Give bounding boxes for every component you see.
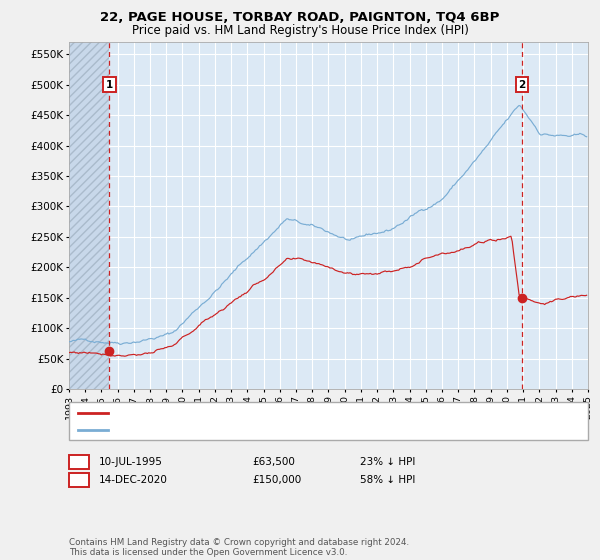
- Text: Contains HM Land Registry data © Crown copyright and database right 2024.
This d: Contains HM Land Registry data © Crown c…: [69, 538, 409, 557]
- Text: 2: 2: [76, 475, 83, 485]
- Text: 22, PAGE HOUSE, TORBAY ROAD, PAIGNTON, TQ4 6BP (detached house): 22, PAGE HOUSE, TORBAY ROAD, PAIGNTON, T…: [115, 408, 474, 418]
- Text: 23% ↓ HPI: 23% ↓ HPI: [360, 457, 415, 467]
- Text: 2: 2: [518, 80, 526, 90]
- Text: 58% ↓ HPI: 58% ↓ HPI: [360, 475, 415, 485]
- Text: 22, PAGE HOUSE, TORBAY ROAD, PAIGNTON, TQ4 6BP: 22, PAGE HOUSE, TORBAY ROAD, PAIGNTON, T…: [100, 11, 500, 24]
- Text: Price paid vs. HM Land Registry's House Price Index (HPI): Price paid vs. HM Land Registry's House …: [131, 24, 469, 36]
- Text: £63,500: £63,500: [252, 457, 295, 467]
- Text: 1: 1: [106, 80, 113, 90]
- Text: 14-DEC-2020: 14-DEC-2020: [98, 475, 167, 485]
- Text: £150,000: £150,000: [252, 475, 301, 485]
- Bar: [69, 42, 109, 389]
- Text: 1: 1: [76, 457, 83, 467]
- Bar: [69, 42, 109, 389]
- Text: HPI: Average price, detached house, Torbay: HPI: Average price, detached house, Torb…: [115, 425, 332, 435]
- Text: 10-JUL-1995: 10-JUL-1995: [98, 457, 162, 467]
